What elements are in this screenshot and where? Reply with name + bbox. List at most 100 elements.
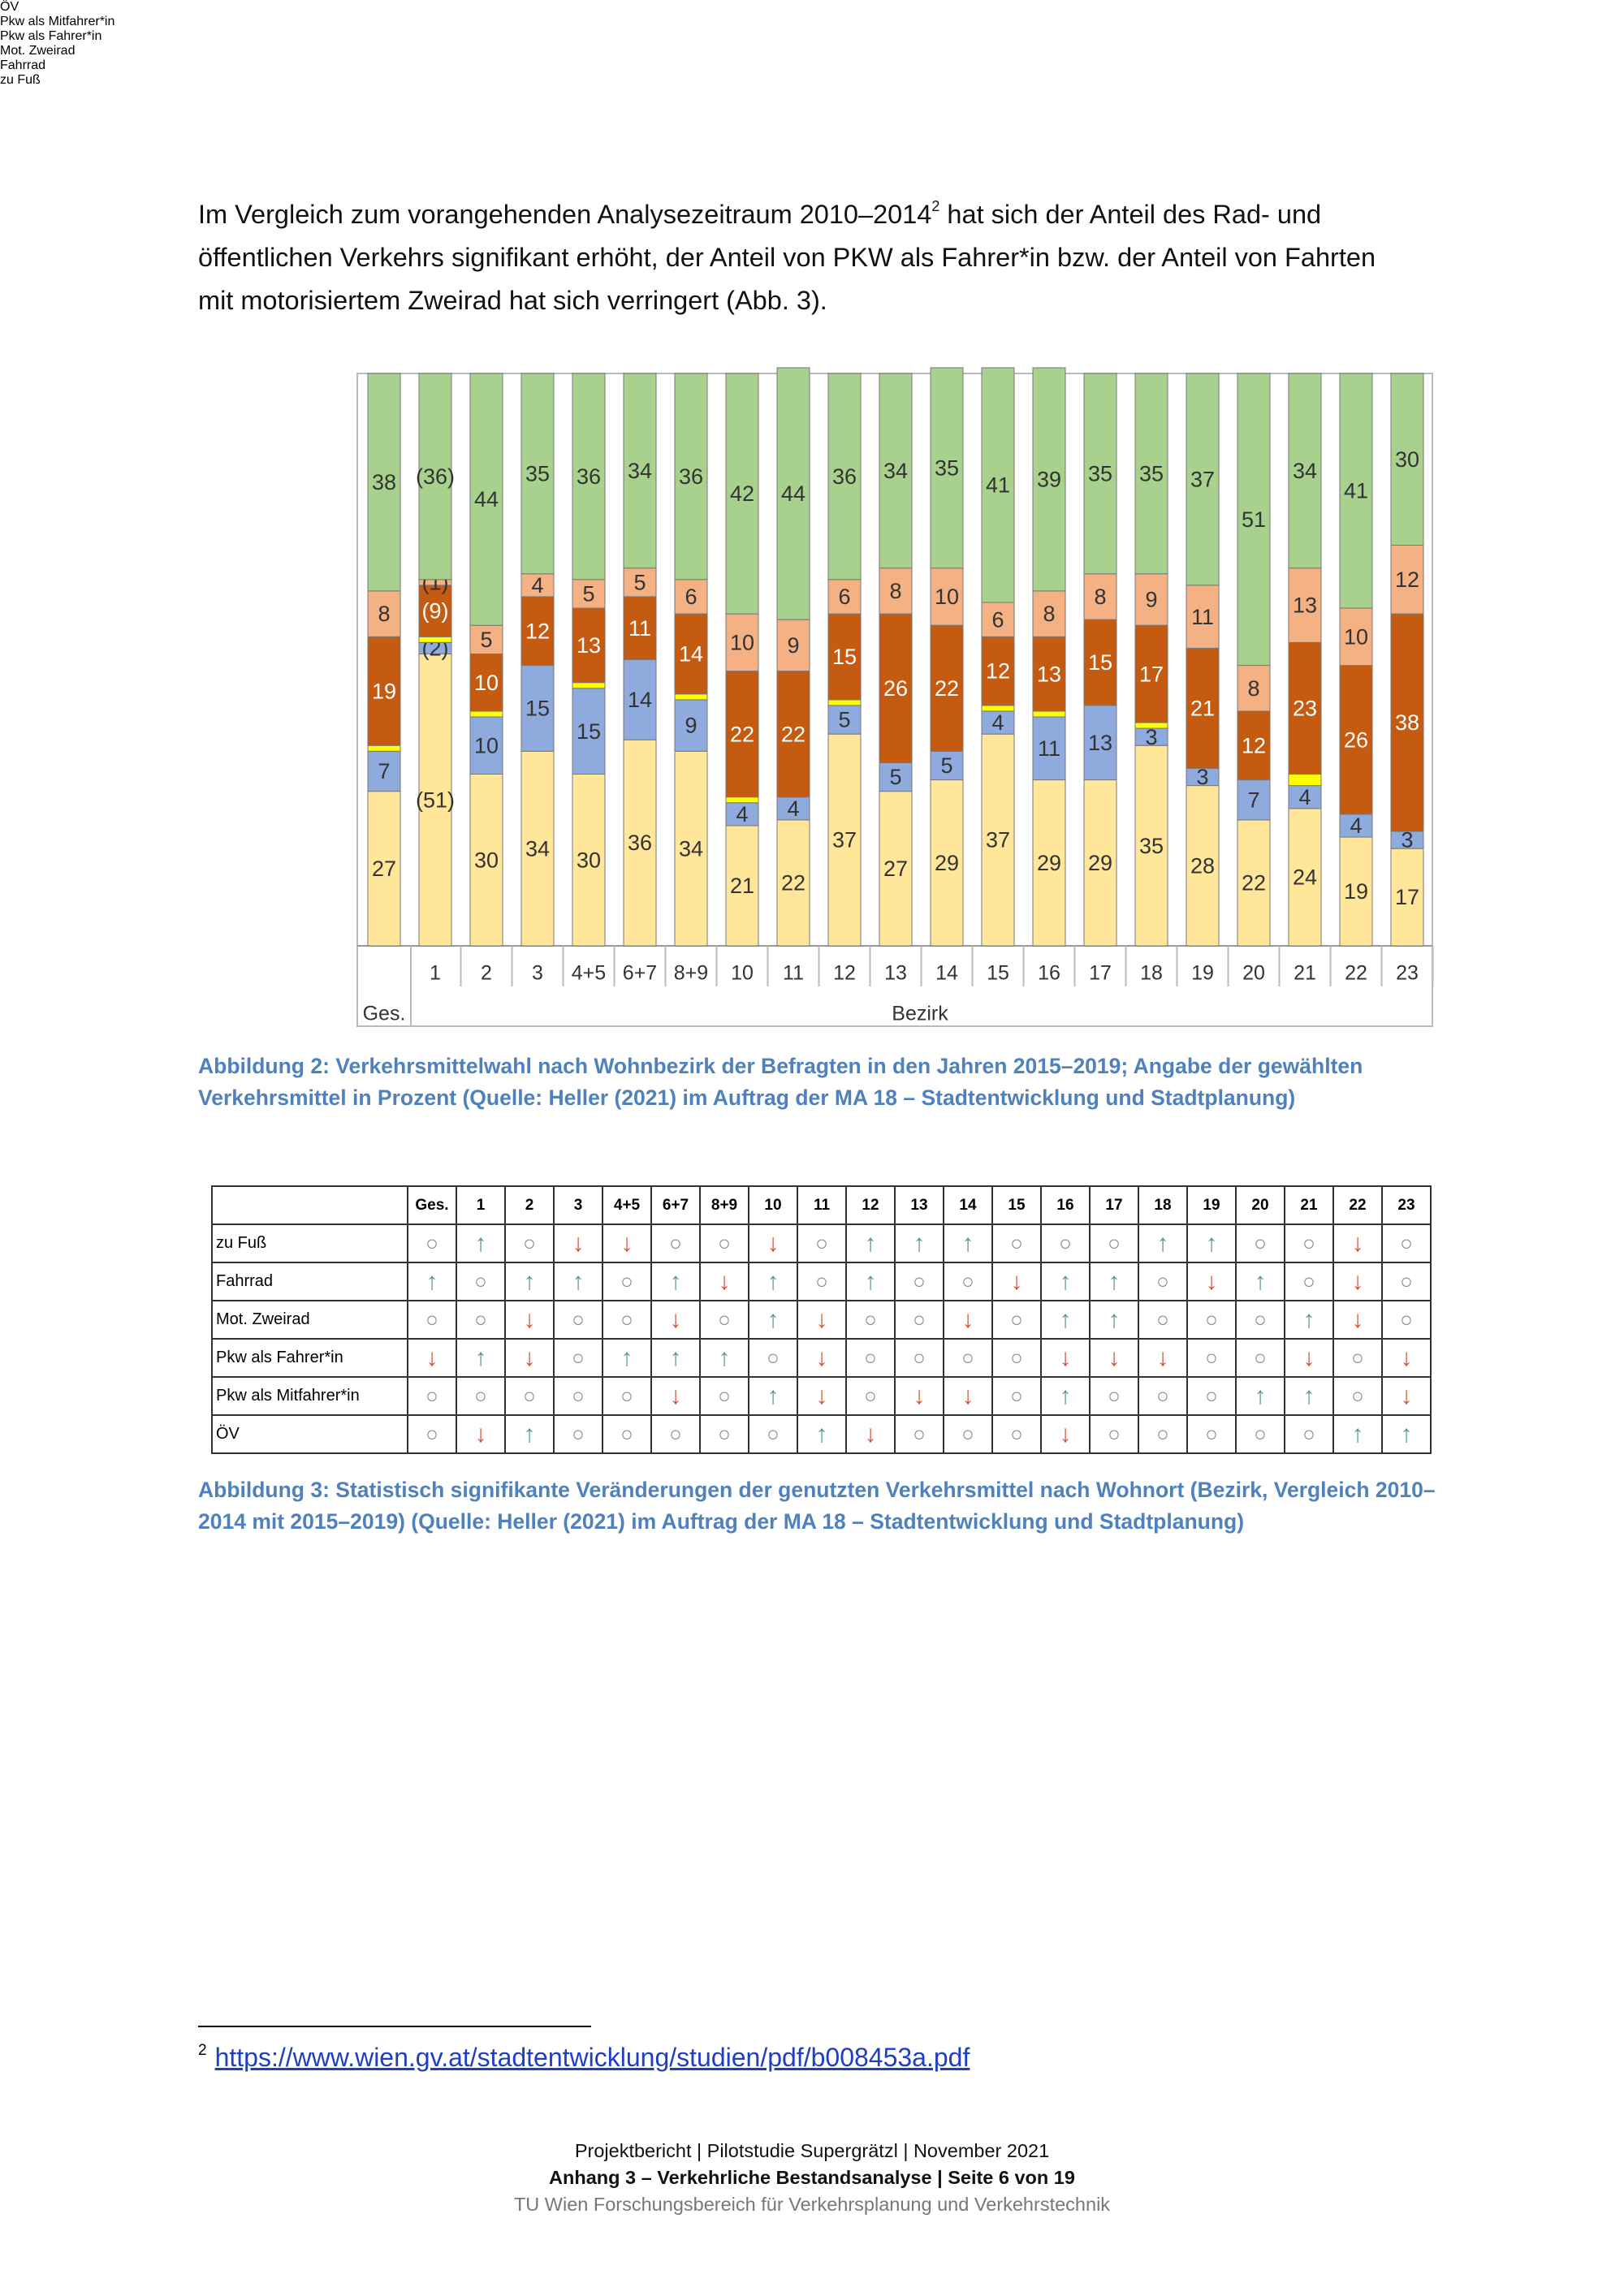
change-symbol: ○	[602, 1376, 652, 1416]
bar-segment	[1237, 665, 1271, 712]
header-cell: 21	[1284, 1185, 1334, 1225]
data-label: 26	[883, 676, 908, 701]
change-symbol: ○	[1089, 1224, 1139, 1263]
bar-segment	[674, 613, 708, 695]
bar-segment	[469, 716, 503, 775]
bar-segment	[367, 791, 401, 947]
change-symbol: ○	[602, 1414, 652, 1454]
bar-segment	[367, 636, 401, 746]
bar-segment	[725, 796, 759, 804]
x-tick-label: 2	[481, 962, 492, 985]
data-label: 7	[1247, 788, 1259, 812]
legend-label: Fahrrad	[0, 58, 46, 72]
change-symbol: ○	[894, 1300, 944, 1340]
bar-segment	[725, 373, 759, 615]
change-symbol: ↑	[1089, 1300, 1139, 1340]
data-label: 38	[1395, 710, 1419, 735]
data-label: 15	[1088, 650, 1112, 675]
bar-segment	[879, 373, 913, 569]
bar-segment	[623, 596, 657, 661]
bar-segment	[1237, 373, 1271, 667]
chart: Bezirk 27719838Ges.(51)(2)(9)(1)(36)1301…	[356, 367, 1434, 1027]
bar-segment	[520, 573, 555, 598]
legend-label: Pkw als Fahrer*in	[0, 29, 102, 43]
change-symbol: ○	[943, 1262, 993, 1301]
bar-segment	[1390, 545, 1424, 615]
bar-segment	[827, 705, 862, 735]
bar-segment	[520, 373, 555, 575]
x-tick-label: 8+9	[674, 962, 708, 985]
legend-item: ÖV	[0, 0, 1624, 15]
data-label: 34	[628, 459, 652, 483]
change-symbol: ↓	[797, 1300, 847, 1340]
change-symbol: ↑	[650, 1262, 701, 1301]
change-symbol: ↓	[504, 1300, 555, 1340]
data-label: 11	[1038, 736, 1060, 761]
data-label: 37	[832, 828, 857, 852]
change-symbol: ○	[1381, 1224, 1432, 1263]
data-label: 5	[889, 765, 901, 789]
change-symbol: ○	[407, 1414, 457, 1454]
footnote-link[interactable]: https://www.wien.gv.at/stadtentwicklung/…	[214, 2043, 970, 2072]
data-label: 34	[679, 836, 703, 861]
bar-segment	[1032, 779, 1066, 947]
table-row: Fahrrad ↑ ○ ↑ ↑ ○ ↑ ↓ ↑ ○ ↑ ○ ○ ↓ ↑ ↑ ○ ↓ ↑ ○ ↓ ○	[211, 1262, 1432, 1301]
header-cell: 2	[504, 1185, 555, 1225]
bar-segment	[1390, 373, 1424, 546]
data-label: 42	[730, 481, 754, 506]
table-row: Pkw als Mitfahrer*in ○ ○ ○ ○ ○ ↓ ○ ↑ ↓ ○ ↓ ↓ ○ ↑ ○ ○ ○ ↑ ↑ ○…	[211, 1376, 1432, 1416]
change-symbol: ○	[699, 1414, 749, 1454]
data-label: 38	[372, 470, 396, 494]
change-symbol: ↑	[1284, 1376, 1334, 1416]
change-symbol: ○	[1186, 1414, 1237, 1454]
change-symbol: ↑	[1284, 1300, 1334, 1340]
data-label: 15	[577, 719, 601, 744]
bar-segment	[776, 796, 810, 821]
data-label: 30	[474, 848, 499, 872]
bar-segment	[418, 373, 452, 580]
x-tick-label: 14	[935, 962, 958, 985]
change-symbol: ↑	[845, 1262, 896, 1301]
data-label: 29	[935, 851, 959, 875]
header-cell: 6+7	[650, 1185, 701, 1225]
header-cell: 13	[894, 1185, 944, 1225]
change-symbol: ○	[699, 1300, 749, 1340]
bar-segment	[1288, 373, 1322, 569]
data-label: 30	[577, 848, 601, 872]
change-symbol: ↓	[1186, 1262, 1237, 1301]
change-symbol: ○	[797, 1224, 847, 1263]
data-label: 26	[1344, 727, 1368, 752]
x-tick-label: 4+5	[572, 962, 606, 985]
change-symbol: ↑	[797, 1414, 847, 1454]
change-symbol: ↑	[504, 1414, 555, 1454]
text: hat sich der Anteil des Rad- und öffentl…	[198, 200, 1376, 315]
change-symbol: ○	[504, 1224, 555, 1263]
change-symbol: ↑	[943, 1224, 993, 1263]
footer-line: Projektbericht | Pilotstudie Supergrätzl…	[574, 2140, 1050, 2161]
change-symbol: ○	[1186, 1376, 1237, 1416]
change-symbol: ○	[943, 1414, 993, 1454]
bar-segment	[1032, 716, 1066, 781]
header-cell: 4+5	[602, 1185, 652, 1225]
row-label: Pkw als Mitfahrer*in	[211, 1376, 408, 1416]
header-cell	[211, 1185, 408, 1225]
change-symbol: ↓	[991, 1262, 1042, 1301]
header-cell: 19	[1186, 1185, 1237, 1225]
data-label: 30	[1395, 447, 1419, 472]
bar-segment	[367, 744, 401, 752]
change-symbol: ○	[699, 1376, 749, 1416]
bar-segment	[674, 693, 708, 701]
header-cell: 11	[797, 1185, 847, 1225]
bar-segment	[1186, 785, 1220, 947]
change-symbol: ↑	[602, 1338, 652, 1378]
data-label: (36)	[416, 464, 455, 489]
bar-segment	[1083, 779, 1117, 947]
change-symbol: ○	[1138, 1300, 1188, 1340]
bar-segment	[623, 568, 657, 598]
bar-segment	[981, 710, 1015, 735]
text: Im Vergleich zum vorangehenden Analyseze…	[198, 200, 932, 229]
change-symbol: ○	[1235, 1300, 1285, 1340]
data-label: 13	[1037, 662, 1061, 686]
data-label: 34	[1293, 459, 1317, 483]
